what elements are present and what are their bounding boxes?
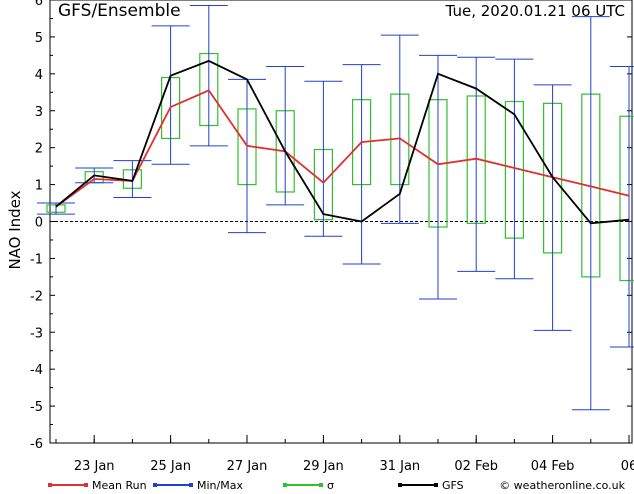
y-tick-label: -4: [30, 363, 43, 378]
legend-marker: [48, 483, 52, 487]
chart-title: GFS/Ensemble: [58, 1, 181, 21]
x-tick-label: 31 Jan: [379, 459, 420, 474]
x-tick-label: 25 Jan: [150, 459, 191, 474]
y-tick-label: 2: [35, 142, 43, 157]
y-tick-label: 5: [35, 31, 43, 46]
legend-marker: [319, 483, 323, 487]
x-tick-label: 23 Jan: [74, 459, 115, 474]
legend-marker: [434, 483, 438, 487]
legend-label: σ: [327, 479, 334, 490]
y-tick-label: 6: [35, 0, 43, 9]
y-tick-label: -3: [30, 326, 43, 341]
y-tick-label: -5: [30, 400, 43, 415]
x-tick-label: 29 Jan: [303, 459, 344, 474]
y-tick-label: 1: [35, 179, 43, 194]
x-tick-label: 02 Feb: [454, 459, 498, 474]
legend-marker: [189, 483, 193, 487]
legend-label: Mean Run: [92, 479, 147, 490]
plot-area: -6 -5 -4 -3 -2 -1 0 1 2 3 4 5 6 23 Jan 25 Jan 27 Jan 29 …: [30, 0, 634, 474]
y-tick-label: -2: [30, 289, 43, 304]
y-tick-label: -1: [30, 252, 43, 267]
y-tick-label: 3: [35, 105, 43, 120]
legend: Mean Run Min/Max σ GFS © weatheronline.co.uk: [48, 479, 626, 492]
y-tick-label: 0: [35, 216, 43, 231]
legend-marker: [398, 483, 402, 487]
legend-label: GFS: [442, 479, 464, 490]
source-credit: © weatheronline.co.uk: [499, 479, 625, 490]
legend-marker: [153, 483, 157, 487]
legend-marker: [283, 483, 287, 487]
y-axis-label: NAO Index: [6, 190, 24, 269]
x-tick-label: 06: [621, 459, 634, 474]
chart-subtitle: Tue, 2020.01.21 06 UTC: [445, 2, 625, 20]
x-tick-label: 04 Feb: [531, 459, 575, 474]
gfs-line: [55, 59, 630, 225]
mean-run-line: [55, 89, 630, 208]
x-tick-label: 27 Jan: [227, 459, 268, 474]
legend-label: Min/Max: [197, 479, 243, 490]
legend-marker: [84, 483, 88, 487]
y-tick-label: -6: [30, 437, 43, 452]
y-tick-label: 4: [35, 68, 43, 83]
